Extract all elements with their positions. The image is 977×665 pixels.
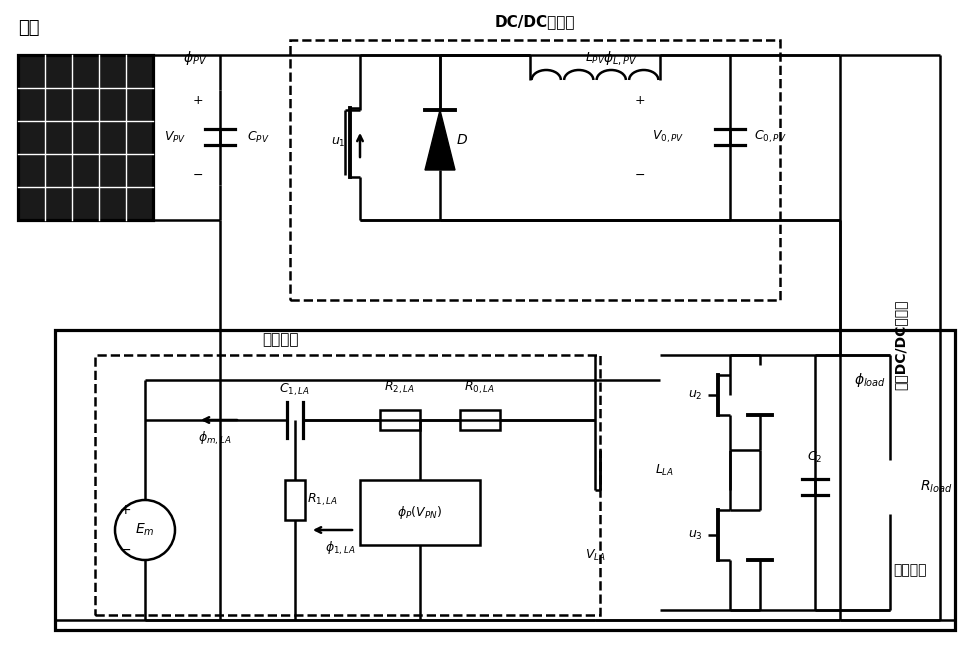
Text: $R_{2,LA}$: $R_{2,LA}$ (385, 380, 415, 396)
Text: $\phi_{PV}$: $\phi_{PV}$ (183, 49, 207, 67)
Text: $D$: $D$ (456, 133, 468, 147)
Text: $R_{0,LA}$: $R_{0,LA}$ (464, 380, 495, 396)
Text: 直流负载: 直流负载 (893, 563, 927, 577)
Text: $C_{0,PV}$: $C_{0,PV}$ (753, 129, 786, 145)
Text: $L_{PV}$: $L_{PV}$ (584, 51, 606, 66)
Text: $u_3$: $u_3$ (688, 529, 702, 541)
Bar (380, 410, 420, 430)
Text: $\phi_{1,LA}$: $\phi_{1,LA}$ (324, 539, 356, 557)
Text: $u_2$: $u_2$ (688, 388, 702, 402)
Text: $E_m$: $E_m$ (135, 522, 154, 538)
Bar (285, 480, 305, 520)
Polygon shape (425, 110, 455, 170)
Text: $R_{1,LA}$: $R_{1,LA}$ (308, 492, 338, 508)
Text: $\phi_{L,PV}$: $\phi_{L,PV}$ (603, 49, 637, 67)
Text: −: − (119, 543, 131, 557)
Text: $V_{0,PV}$: $V_{0,PV}$ (652, 129, 684, 145)
Text: $C_2$: $C_2$ (807, 450, 823, 465)
Text: $V_{PV}$: $V_{PV}$ (164, 130, 187, 144)
Polygon shape (748, 365, 772, 415)
Text: −: − (192, 168, 203, 182)
Text: $u_1$: $u_1$ (330, 136, 345, 148)
Bar (18, 55, 153, 220)
Text: $\phi_{m,LA}$: $\phi_{m,LA}$ (198, 430, 232, 447)
Text: 光伏: 光伏 (18, 19, 39, 37)
Bar (55, 330, 955, 630)
Bar (460, 410, 500, 430)
Text: $C_{PV}$: $C_{PV}$ (247, 130, 270, 144)
Bar (360, 480, 480, 545)
Text: $V_{LA}$: $V_{LA}$ (584, 547, 606, 563)
Text: DC/DC变换器: DC/DC变换器 (494, 15, 575, 29)
Text: +: + (635, 94, 646, 106)
Text: $R_{load}$: $R_{load}$ (920, 479, 953, 495)
Bar (660, 355, 875, 610)
Bar (95, 355, 600, 615)
Text: 钓酸电池: 钓酸电池 (262, 332, 298, 348)
Text: +: + (119, 503, 131, 517)
Text: $\phi_{load}$: $\phi_{load}$ (854, 371, 886, 389)
Text: $C_{1,LA}$: $C_{1,LA}$ (279, 382, 311, 398)
Text: +: + (192, 94, 203, 106)
Text: 双向DC/DC变换器: 双向DC/DC变换器 (893, 300, 907, 390)
Bar (878, 460, 903, 515)
Bar (290, 40, 780, 300)
Text: $\phi_P(V_{PN})$: $\phi_P(V_{PN})$ (398, 504, 443, 521)
Text: $L_{LA}$: $L_{LA}$ (656, 462, 674, 477)
Text: −: − (635, 168, 645, 182)
Polygon shape (748, 510, 772, 560)
Bar (18, 55, 153, 220)
